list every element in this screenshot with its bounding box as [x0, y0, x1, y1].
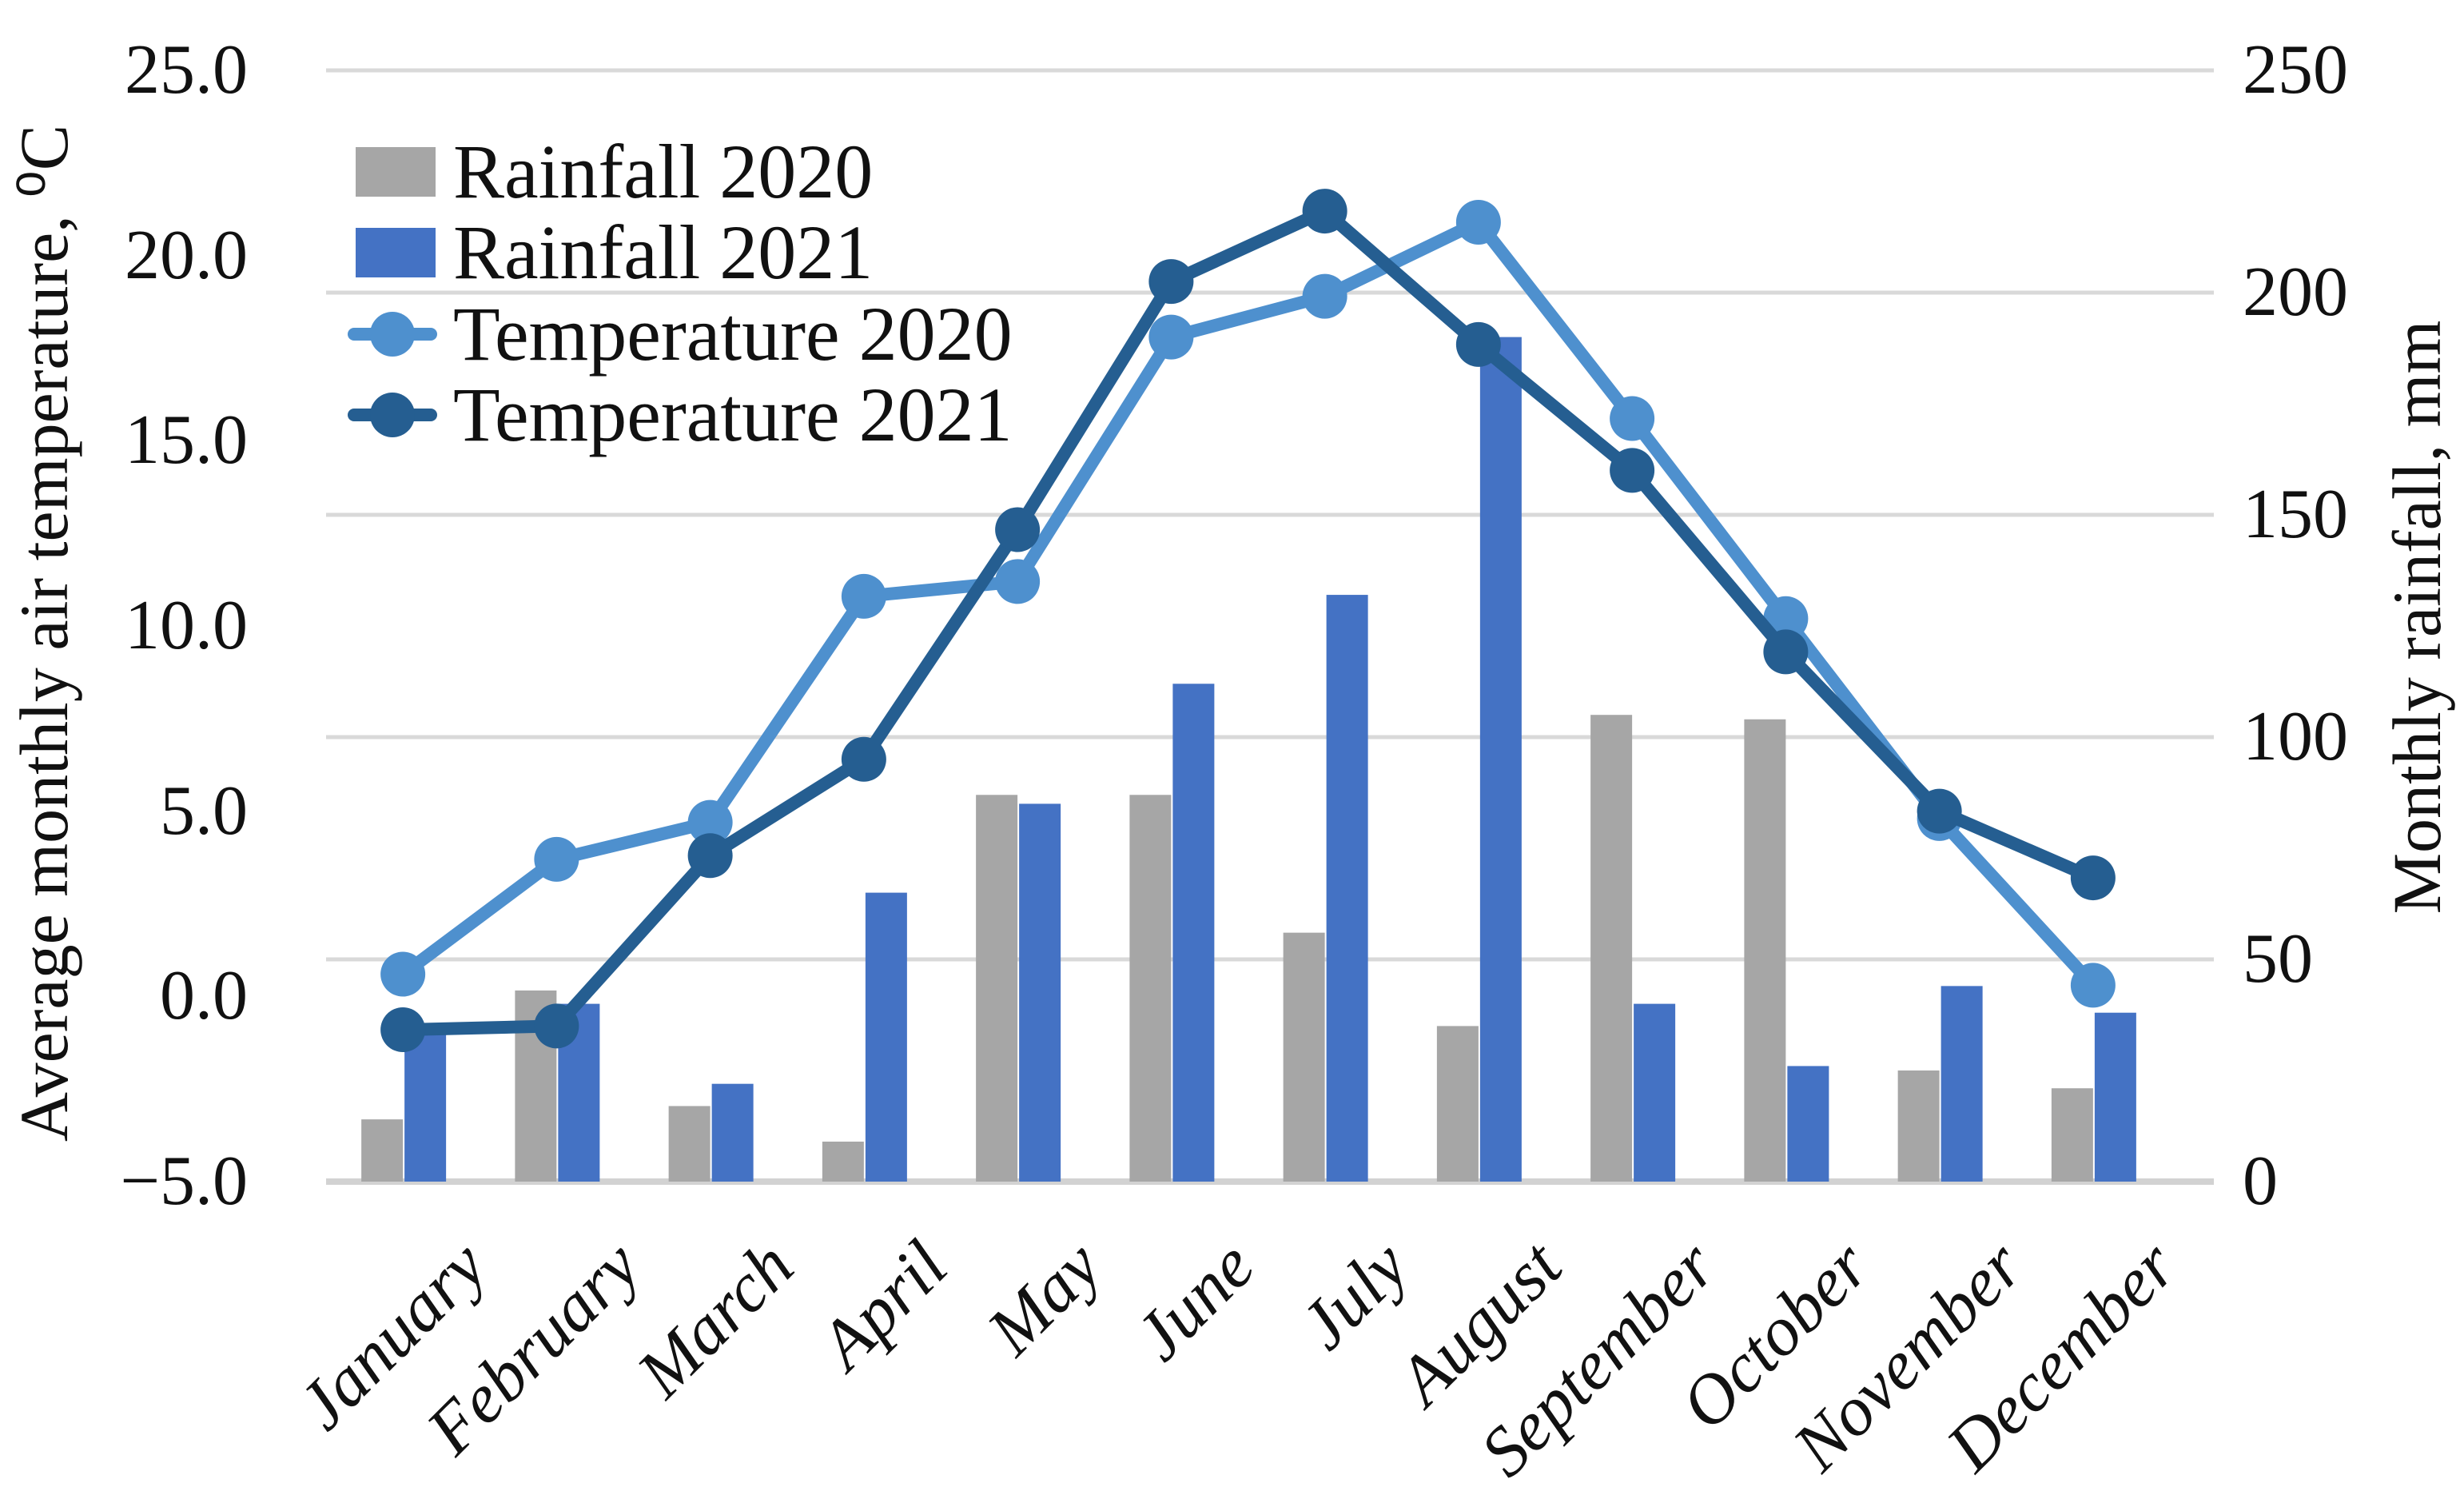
marker-temperature-2021: [687, 833, 733, 879]
bar-rainfall-2021: [404, 1026, 447, 1182]
bar-swatch-icon: [348, 147, 437, 197]
bar-rainfall-2021: [1479, 337, 1522, 1182]
marker-temperature-2021: [1302, 189, 1347, 234]
marker-temperature-2021: [1917, 788, 1962, 834]
line-temperature-2021: [402, 205, 2096, 1037]
legend-item-rainfall-2020: Rainfall 2020: [348, 132, 873, 212]
left-axis-tick-label: −5.0: [120, 1142, 248, 1220]
line-marker-icon: [348, 309, 437, 359]
right-axis-title: Monthly rainfall, mm: [2378, 320, 2455, 915]
left-axis-tick-label: 10.0: [125, 587, 248, 664]
left-axis-tick-label: 25.0: [125, 31, 248, 109]
bar-swatch-icon: [348, 228, 437, 277]
marker-temperature-2020: [534, 836, 579, 882]
left-axis-tick-label: 0.0: [160, 957, 248, 1035]
right-axis-tick-label: 0: [2243, 1142, 2278, 1220]
marker-temperature-2021: [1763, 629, 1809, 675]
bar-rainfall-2020: [1283, 932, 1325, 1182]
legend-item-temperature-2020: Temperature 2020: [348, 294, 1013, 374]
left-axis-tick-label: 20.0: [125, 216, 248, 294]
bar-rainfall-2021: [1634, 1003, 1676, 1182]
marker-temperature-2021: [534, 1003, 579, 1049]
marker-temperature-2020: [2070, 963, 2116, 1008]
bar-rainfall-2020: [1590, 715, 1633, 1182]
marker-temperature-2020: [841, 573, 886, 619]
marker-temperature-2020: [380, 951, 426, 997]
marker-temperature-2020: [1302, 273, 1347, 319]
right-axis-tick-label: 250: [2243, 31, 2348, 109]
marker-temperature-2020: [687, 799, 733, 845]
bar-rainfall-2020: [1744, 719, 1786, 1182]
bar-rainfall-2020: [668, 1106, 711, 1182]
bar-rainfall-2020: [976, 795, 1018, 1182]
temperature-2020-dot: [370, 312, 415, 357]
bar-rainfall-2021: [2094, 1012, 2136, 1182]
marker-temperature-2021: [2070, 855, 2116, 901]
marker-temperature-2021: [380, 1007, 426, 1053]
legend-item-rainfall-2021: Rainfall 2021: [348, 213, 873, 293]
legend-label: Rainfall 2021: [453, 209, 874, 295]
right-axis-tick-label: 150: [2243, 476, 2348, 553]
legend-item-temperature-2021: Temperature 2021: [348, 375, 1013, 455]
left-axis-tick-label: 5.0: [160, 771, 248, 850]
rainfall-2021-swatch: [356, 228, 436, 277]
bar-rainfall-2021: [1941, 986, 1983, 1182]
bar-rainfall-2021: [865, 892, 907, 1182]
bar-rainfall-2021: [1019, 803, 1061, 1182]
bar-rainfall-2021: [711, 1083, 754, 1182]
marker-temperature-2020: [1148, 314, 1194, 360]
bar-rainfall-2021: [1787, 1066, 1829, 1182]
legend-label: Temperature 2020: [453, 291, 1013, 377]
line-temperature-2020: [399, 215, 2098, 990]
marker-temperature-2021: [841, 736, 886, 782]
marker-temperature-2021: [1455, 321, 1501, 367]
marker-temperature-2020: [1455, 199, 1501, 245]
bar-rainfall-2020: [822, 1141, 864, 1182]
legend-label: Rainfall 2020: [453, 129, 874, 214]
bar-rainfall-2021: [1326, 595, 1368, 1182]
bar-rainfall-2021: [1172, 684, 1215, 1182]
marker-temperature-2020: [1610, 396, 1655, 441]
bar-rainfall-2020: [1436, 1026, 1479, 1182]
left-axis-tick-label: 15.0: [125, 401, 248, 480]
marker-temperature-2020: [995, 559, 1041, 604]
marker-temperature-2021: [1148, 259, 1194, 305]
marker-temperature-2021: [995, 507, 1041, 552]
bar-rainfall-2020: [1129, 795, 1172, 1182]
marker-temperature-2021: [1610, 448, 1655, 493]
right-axis-tick-label: 50: [2243, 920, 2313, 998]
temperature-2021-dot: [370, 393, 415, 437]
rainfall-2020-swatch: [356, 147, 436, 197]
bar-rainfall-2020: [2051, 1088, 2093, 1182]
legend-label: Temperature 2021: [453, 372, 1013, 457]
right-axis-tick-label: 100: [2243, 698, 2348, 775]
bar-rainfall-2020: [361, 1119, 404, 1182]
right-axis-tick-label: 200: [2243, 253, 2348, 331]
bar-rainfall-2020: [1897, 1070, 1940, 1182]
line-marker-icon: [348, 390, 437, 440]
